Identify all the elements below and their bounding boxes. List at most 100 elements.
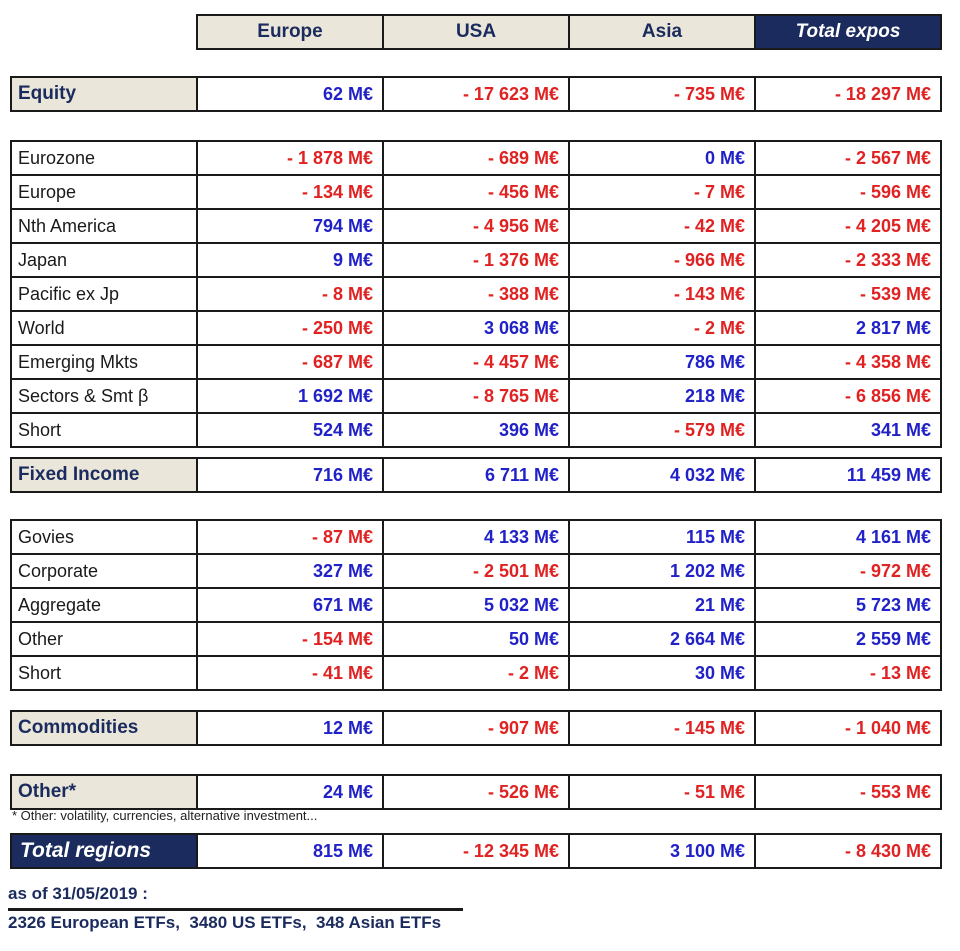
equity-summary-table: Equity 62 M€ - 17 623 M€ - 735 M€ - 18 2… — [10, 76, 942, 112]
value-cell: 12 M€ — [196, 710, 384, 746]
value-cell: 4 133 M€ — [382, 519, 570, 555]
table-row: Pacific ex Jp - 8 M€ - 388 M€ - 143 M€ -… — [10, 276, 942, 312]
value-cell: 786 M€ — [568, 344, 756, 380]
value-cell: - 2 501 M€ — [382, 553, 570, 589]
value-cell: - 2 567 M€ — [754, 140, 942, 176]
value-cell: - 972 M€ — [754, 553, 942, 589]
other-summary-row: Other* 24 M€ - 526 M€ - 51 M€ - 553 M€ — [10, 774, 942, 810]
other-footnote: * Other: volatility, currencies, alterna… — [12, 808, 318, 823]
row-label: Govies — [10, 519, 198, 555]
value-cell: - 687 M€ — [196, 344, 384, 380]
value-cell: 5 032 M€ — [382, 587, 570, 623]
row-label: Europe — [10, 174, 198, 210]
value-cell: - 1 376 M€ — [382, 242, 570, 278]
column-header-usa: USA — [382, 14, 570, 50]
section-label-other: Other* — [10, 774, 198, 810]
table-row: Govies - 87 M€ 4 133 M€ 115 M€ 4 161 M€ — [10, 519, 942, 555]
section-label-total-regions: Total regions — [10, 833, 198, 869]
value-cell: - 42 M€ — [568, 208, 756, 244]
row-label: Sectors & Smt β — [10, 378, 198, 414]
etf-counts: 2326 European ETFs, 3480 US ETFs, 348 As… — [8, 913, 442, 932]
value-cell: - 41 M€ — [196, 655, 384, 691]
value-cell: 794 M€ — [196, 208, 384, 244]
value-cell: - 143 M€ — [568, 276, 756, 312]
value-cell: - 4 205 M€ — [754, 208, 942, 244]
equity-summary-row: Equity 62 M€ - 17 623 M€ - 735 M€ - 18 2… — [10, 76, 942, 112]
value-cell: - 456 M€ — [382, 174, 570, 210]
value-cell: 815 M€ — [196, 833, 384, 869]
value-cell: - 6 856 M€ — [754, 378, 942, 414]
table-row: Short 524 M€ 396 M€ - 579 M€ 341 M€ — [10, 412, 942, 448]
row-label: Eurozone — [10, 140, 198, 176]
value-cell: 4 161 M€ — [754, 519, 942, 555]
value-cell: 716 M€ — [196, 457, 384, 493]
value-cell: - 2 M€ — [382, 655, 570, 691]
table-row: World - 250 M€ 3 068 M€ - 2 M€ 2 817 M€ — [10, 310, 942, 346]
value-cell: 4 032 M€ — [568, 457, 756, 493]
table-row: Aggregate 671 M€ 5 032 M€ 21 M€ 5 723 M€ — [10, 587, 942, 623]
value-cell: 62 M€ — [196, 76, 384, 112]
row-label: Other — [10, 621, 198, 657]
value-cell: - 8 430 M€ — [754, 833, 942, 869]
value-cell: - 526 M€ — [382, 774, 570, 810]
value-cell: - 4 358 M€ — [754, 344, 942, 380]
value-cell: - 17 623 M€ — [382, 76, 570, 112]
value-cell: 24 M€ — [196, 774, 384, 810]
value-cell: - 12 345 M€ — [382, 833, 570, 869]
value-cell: - 735 M€ — [568, 76, 756, 112]
commodities-summary-row: Commodities 12 M€ - 907 M€ - 145 M€ - 1 … — [10, 710, 942, 746]
value-cell: - 250 M€ — [196, 310, 384, 346]
fixed-income-detail-table: Govies - 87 M€ 4 133 M€ 115 M€ 4 161 M€ … — [10, 519, 942, 691]
table-row: Sectors & Smt β 1 692 M€ - 8 765 M€ 218 … — [10, 378, 942, 414]
value-cell: 1 692 M€ — [196, 378, 384, 414]
value-cell: 396 M€ — [382, 412, 570, 448]
value-cell: - 689 M€ — [382, 140, 570, 176]
value-cell: - 154 M€ — [196, 621, 384, 657]
value-cell: - 2 333 M€ — [754, 242, 942, 278]
value-cell: - 579 M€ — [568, 412, 756, 448]
value-cell: - 13 M€ — [754, 655, 942, 691]
value-cell: 50 M€ — [382, 621, 570, 657]
value-cell: - 8 M€ — [196, 276, 384, 312]
fixed-income-summary-row: Fixed Income 716 M€ 6 711 M€ 4 032 M€ 11… — [10, 457, 942, 493]
equity-detail-table: Eurozone - 1 878 M€ - 689 M€ 0 M€ - 2 56… — [10, 140, 942, 448]
value-cell: - 51 M€ — [568, 774, 756, 810]
value-cell: 524 M€ — [196, 412, 384, 448]
value-cell: - 2 M€ — [568, 310, 756, 346]
value-cell: 5 723 M€ — [754, 587, 942, 623]
value-cell: 327 M€ — [196, 553, 384, 589]
row-label: Emerging Mkts — [10, 344, 198, 380]
table-row: Nth America 794 M€ - 4 956 M€ - 42 M€ - … — [10, 208, 942, 244]
value-cell: 2 817 M€ — [754, 310, 942, 346]
table-row: Other - 154 M€ 50 M€ 2 664 M€ 2 559 M€ — [10, 621, 942, 657]
row-label: World — [10, 310, 198, 346]
value-cell: - 596 M€ — [754, 174, 942, 210]
value-cell: - 388 M€ — [382, 276, 570, 312]
value-cell: 21 M€ — [568, 587, 756, 623]
other-summary-table: Other* 24 M€ - 526 M€ - 51 M€ - 553 M€ — [10, 774, 942, 810]
column-header-asia: Asia — [568, 14, 756, 50]
column-header-europe: Europe — [196, 14, 384, 50]
row-label: Japan — [10, 242, 198, 278]
total-regions-table: Total regions 815 M€ - 12 345 M€ 3 100 M… — [10, 833, 942, 869]
value-cell: - 966 M€ — [568, 242, 756, 278]
value-cell: - 553 M€ — [754, 774, 942, 810]
value-cell: 2 559 M€ — [754, 621, 942, 657]
section-label-fixed-income: Fixed Income — [10, 457, 198, 493]
table-row: Japan 9 M€ - 1 376 M€ - 966 M€ - 2 333 M… — [10, 242, 942, 278]
value-cell: - 8 765 M€ — [382, 378, 570, 414]
table-row: Corporate 327 M€ - 2 501 M€ 1 202 M€ - 9… — [10, 553, 942, 589]
value-cell: - 134 M€ — [196, 174, 384, 210]
value-cell: - 18 297 M€ — [754, 76, 942, 112]
value-cell: 2 664 M€ — [568, 621, 756, 657]
value-cell: - 1 878 M€ — [196, 140, 384, 176]
value-cell: 1 202 M€ — [568, 553, 756, 589]
section-label-commodities: Commodities — [10, 710, 198, 746]
column-header-total-expos: Total expos — [754, 14, 942, 50]
value-cell: 9 M€ — [196, 242, 384, 278]
table-row: Europe - 134 M€ - 456 M€ - 7 M€ - 596 M€ — [10, 174, 942, 210]
value-cell: 671 M€ — [196, 587, 384, 623]
value-cell: 0 M€ — [568, 140, 756, 176]
value-cell: 11 459 M€ — [754, 457, 942, 493]
